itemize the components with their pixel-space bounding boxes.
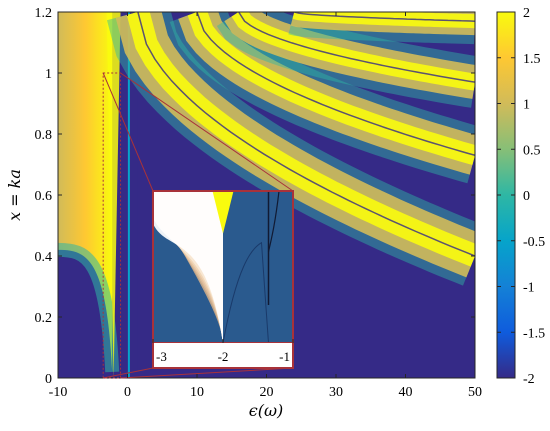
inset-curve [267, 191, 280, 252]
bulk-edge [58, 242, 120, 373]
colorbar-tick-label: -1 [523, 281, 535, 296]
inset-x-tick-label: -1 [279, 349, 290, 364]
y-tick-label: 0 [45, 372, 52, 387]
x-tick-label: 10 [190, 385, 204, 400]
colorbar-tick-label: -2 [523, 372, 535, 387]
inset-outer-frame [152, 190, 294, 369]
colorbar-tick-label: 1.5 [523, 52, 541, 67]
y-axis-label: x = ka [5, 169, 24, 221]
colorbar-tick-label: -1.5 [523, 326, 545, 341]
resonance-node-line [196, 12, 475, 157]
inset-spike [212, 191, 234, 234]
y-tick-label: 0.2 [35, 311, 53, 326]
resonance-node-line [294, 12, 475, 22]
x-axis-label: ϵ(ω) [249, 401, 284, 420]
y-tick-label: 0.4 [35, 250, 53, 265]
y-tick-label: 1.2 [35, 6, 53, 21]
zoom-connector [120, 367, 294, 379]
colorbar: 2 1.5 1 0.5 0 -0.5 -1 -1.5 -2 [496, 6, 545, 387]
x-tick-label: -10 [49, 385, 68, 400]
colorbar-tick-label: 0 [523, 189, 530, 204]
resonance-node-line [137, 12, 475, 257]
x-tick-label: 0 [124, 385, 131, 400]
x-tick-label: 50 [468, 385, 482, 400]
zoom-indicator [102, 72, 294, 379]
colorbar-ticks: 2 1.5 1 0.5 0 -0.5 -1 -1.5 -2 [497, 6, 545, 387]
y-tick-label: 0.6 [35, 189, 53, 204]
resonance-node-line [238, 12, 475, 83]
x-tick-label: 40 [399, 385, 413, 400]
inset-curve [222, 241, 269, 343]
inset-tick-strip [154, 343, 293, 367]
heat-layer [58, 12, 475, 378]
inset-heat-layer [153, 191, 280, 343]
zoom-connector [120, 72, 294, 192]
zoom-connector [102, 72, 154, 192]
inset-x-tick-label: -3 [156, 349, 167, 364]
x-tick-label: 20 [260, 385, 274, 400]
y-axis-ticks: 0 0.2 0.4 0.6 0.8 1 1.2 [35, 6, 475, 387]
zoom-box [102, 72, 122, 379]
inset-x-ticks: -3 -2 -1 [152, 339, 294, 364]
zoom-connector [103, 367, 154, 379]
colorbar-tick-label: 1 [523, 98, 530, 113]
colorbar-tick-label: 0.5 [523, 143, 541, 158]
inset-x-tick-label: -2 [218, 349, 229, 364]
plot-area [58, 12, 475, 378]
y-tick-label: 0.8 [35, 128, 53, 143]
colorbar-tick-label: -0.5 [523, 235, 545, 250]
bulk-region [58, 12, 113, 372]
x-tick-label: 30 [329, 385, 343, 400]
y-tick-label: 1 [45, 67, 52, 82]
x-axis-ticks: -10 0 10 20 30 40 50 [49, 12, 482, 400]
inset-contour [153, 191, 223, 343]
plasmon-spike [106, 12, 121, 378]
colorbar-tick-label: 2 [523, 6, 530, 21]
inset-plot: -3 -2 -1 [152, 190, 294, 369]
